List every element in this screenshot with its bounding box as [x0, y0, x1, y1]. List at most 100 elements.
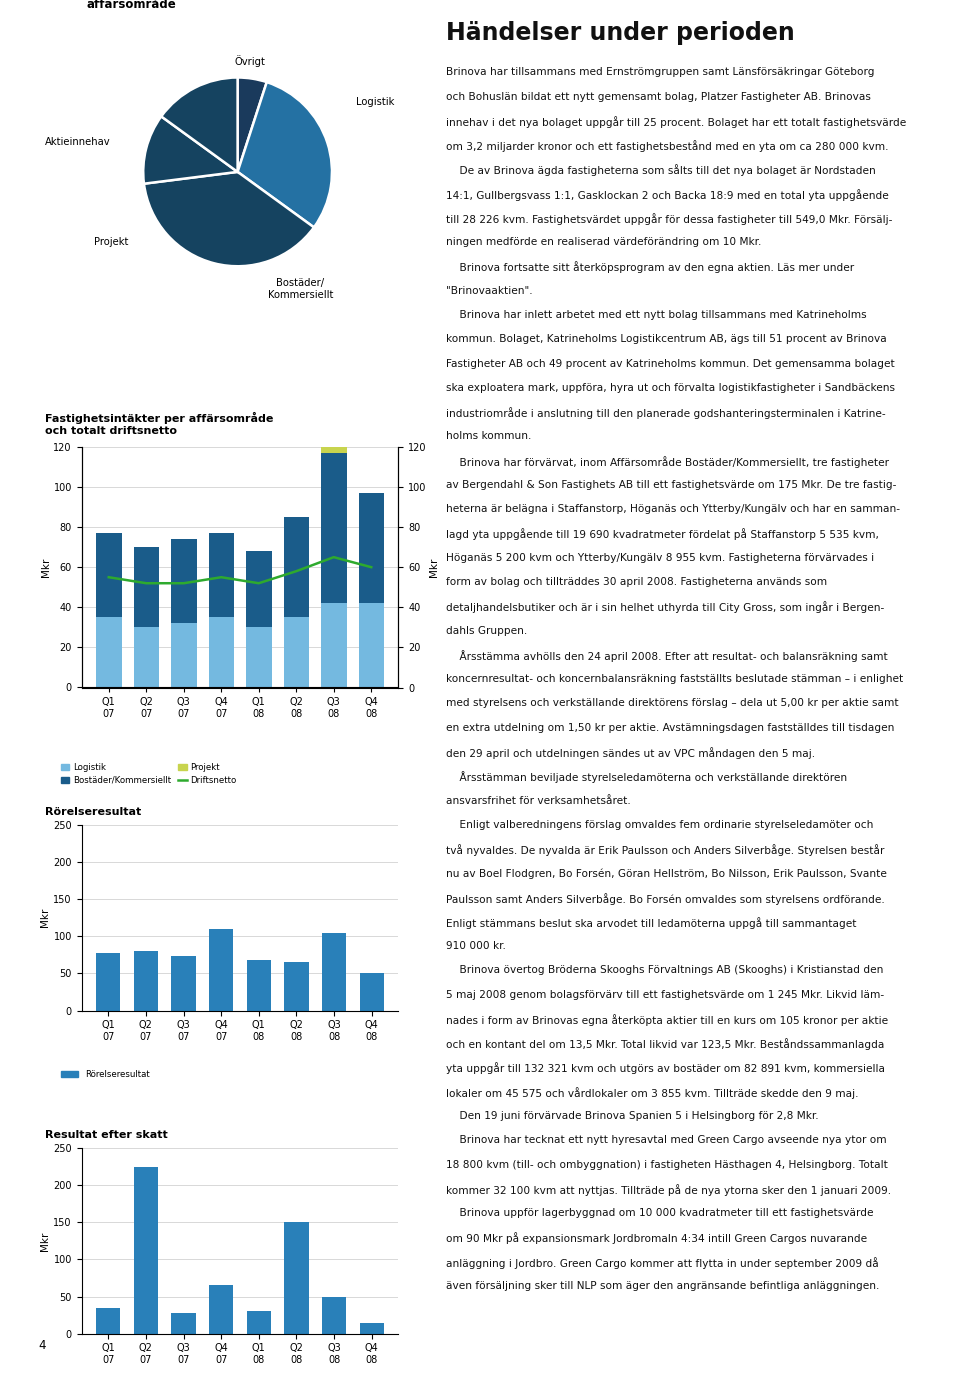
Text: holms kommun.: holms kommun. [446, 432, 532, 441]
Text: Enligt valberedningens förslag omvaldes fem ordinarie styrelseledamöter och: Enligt valberedningens förslag omvaldes … [446, 820, 874, 829]
Text: lagd yta uppgående till 19 690 kvadratmeter fördelat på Staffanstorp 5 535 kvm,: lagd yta uppgående till 19 690 kvadratme… [446, 528, 879, 540]
Text: industriområde i anslutning till den planerade godshanteringsterminalen i Katrin: industriområde i anslutning till den pla… [446, 407, 886, 419]
Text: anläggning i Jordbro. Green Cargo kommer att flytta in under september 2009 då: anläggning i Jordbro. Green Cargo kommer… [446, 1257, 879, 1269]
Text: dahls Gruppen.: dahls Gruppen. [446, 626, 528, 635]
Bar [322, 932, 347, 1011]
Bar [133, 547, 159, 627]
Bar [284, 1222, 309, 1334]
Bar [171, 539, 197, 623]
Y-axis label: Mkr: Mkr [40, 908, 51, 928]
Text: till 28 226 kvm. Fastighetsvärdet uppgår för dessa fastigheter till 549,0 Mkr. F: till 28 226 kvm. Fastighetsvärdet uppgår… [446, 213, 893, 226]
Text: Fördelning av tillgångar per
affärsområde: Fördelning av tillgångar per affärsområd… [86, 0, 272, 11]
Bar [358, 604, 384, 688]
Bar [96, 534, 122, 617]
Bar [283, 617, 309, 688]
Bar [246, 627, 272, 688]
Text: två nyvaldes. De nyvalda är Erik Paulsson och Anders Silverbåge. Styrelsen bestå: två nyvaldes. De nyvalda är Erik Paulsso… [446, 844, 885, 857]
Text: Logistik: Logistik [356, 96, 395, 107]
Text: detaljhandelsbutiker och är i sin helhet uthyrda till City Gross, som ingår i Be: detaljhandelsbutiker och är i sin helhet… [446, 601, 885, 613]
Y-axis label: Mkr: Mkr [429, 557, 440, 578]
Bar [96, 953, 120, 1011]
Text: De av Brinova ägda fastigheterna som sålts till det nya bolaget är Nordstaden: De av Brinova ägda fastigheterna som sål… [446, 165, 876, 176]
Wedge shape [161, 77, 238, 172]
Wedge shape [237, 77, 267, 172]
Text: Rörelseresultat: Rörelseresultat [45, 807, 141, 817]
Text: Årsstämma avhölls den 24 april 2008. Efter att resultat- och balansräkning samt: Årsstämma avhölls den 24 april 2008. Eft… [446, 650, 888, 661]
Text: av Bergendahl & Son Fastighets AB till ett fastighetsvärde om 175 Mkr. De tre fa: av Bergendahl & Son Fastighets AB till e… [446, 480, 897, 489]
Text: Resultat efter skatt: Resultat efter skatt [45, 1130, 168, 1140]
Text: och Bohuslän bildat ett nytt gemensamt bolag, Platzer Fastigheter AB. Brinovas: och Bohuslän bildat ett nytt gemensamt b… [446, 92, 872, 102]
Text: om 90 Mkr på expansionsmark Jordbromaln 4:34 intill Green Cargos nuvarande: om 90 Mkr på expansionsmark Jordbromaln … [446, 1232, 868, 1244]
Text: 4: 4 [38, 1339, 46, 1352]
Text: Brinova uppför lagerbyggnad om 10 000 kvadratmeter till ett fastighetsvärde: Brinova uppför lagerbyggnad om 10 000 kv… [446, 1209, 874, 1218]
Bar [247, 960, 271, 1011]
Text: "Brinovaaktien".: "Brinovaaktien". [446, 286, 533, 296]
Text: Brinova har förvärvat, inom Affärsområde Bostäder/Kommersiellt, tre fastigheter: Brinova har förvärvat, inom Affärsområde… [446, 455, 889, 468]
Bar [209, 930, 233, 1011]
Bar [171, 1313, 196, 1334]
Wedge shape [143, 117, 238, 184]
Bar [283, 517, 309, 617]
Bar [171, 623, 197, 688]
Text: heterna är belägna i Staffanstorp, Höganäs och Ytterby/Kungälv och har en samman: heterna är belägna i Staffanstorp, Högan… [446, 505, 900, 514]
Text: Fastighetsintäkter per affärsområde
och totalt driftsnetto: Fastighetsintäkter per affärsområde och … [45, 412, 274, 436]
Text: yta uppgår till 132 321 kvm och utgörs av bostäder om 82 891 kvm, kommersiella: yta uppgår till 132 321 kvm och utgörs a… [446, 1063, 885, 1074]
Bar [96, 617, 122, 688]
Text: en extra utdelning om 1,50 kr per aktie. Avstämningsdagen fastställdes till tisd: en extra utdelning om 1,50 kr per aktie.… [446, 723, 895, 733]
Text: och en kontant del om 13,5 Mkr. Total likvid var 123,5 Mkr. Beståndssammanlagda: och en kontant del om 13,5 Mkr. Total li… [446, 1038, 885, 1050]
Text: ningen medförde en realiserad värdeförändring om 10 Mkr.: ningen medförde en realiserad värdeförän… [446, 238, 762, 247]
Legend: Rörelseresultat: Rörelseresultat [58, 1067, 154, 1082]
Bar [321, 443, 347, 452]
Text: Fastigheter AB och 49 procent av Katrineholms kommun. Det gemensamma bolaget: Fastigheter AB och 49 procent av Katrine… [446, 359, 895, 368]
Text: 5 maj 2008 genom bolagsförvärv till ett fastighetsvärde om 1 245 Mkr. Likvid läm: 5 maj 2008 genom bolagsförvärv till ett … [446, 990, 884, 1000]
Text: 18 800 kvm (till- och ombyggnation) i fastigheten Hästhagen 4, Helsingborg. Tota: 18 800 kvm (till- och ombyggnation) i fa… [446, 1159, 888, 1170]
Text: Brinova fortsatte sitt återköpsprogram av den egna aktien. Läs mer under: Brinova fortsatte sitt återköpsprogram a… [446, 261, 854, 274]
Bar [171, 957, 196, 1011]
Text: Aktieinnehav: Aktieinnehav [45, 136, 110, 147]
Y-axis label: Mkr: Mkr [40, 1231, 51, 1251]
Bar [322, 1297, 347, 1334]
Text: Brinova har tillsammans med Ernströmgruppen samt Länsförsäkringar Göteborg: Brinova har tillsammans med Ernströmgrup… [446, 67, 875, 77]
Text: Händelser under perioden: Händelser under perioden [446, 21, 795, 44]
Bar [321, 604, 347, 688]
Text: ansvarsfrihet för verksamhetsåret.: ansvarsfrihet för verksamhetsåret. [446, 796, 631, 806]
Legend: Logistik, Bostäder/Kommersiellt, Projekt, Driftsnetto: Logistik, Bostäder/Kommersiellt, Projekt… [58, 759, 240, 788]
Bar [360, 974, 384, 1011]
Text: form av bolag och tillträddes 30 april 2008. Fastigheterna används som: form av bolag och tillträddes 30 april 2… [446, 578, 828, 587]
Text: Övrigt: Övrigt [234, 55, 265, 66]
Text: koncernresultat- och koncernbalansräkning fastställts beslutade stämman – i enli: koncernresultat- och koncernbalansräknin… [446, 674, 903, 685]
Text: 910 000 kr.: 910 000 kr. [446, 941, 506, 952]
Bar [133, 1166, 158, 1334]
Text: den 29 april och utdelningen sändes ut av VPC måndagen den 5 maj.: den 29 april och utdelningen sändes ut a… [446, 747, 816, 759]
Text: med styrelsens och verkställande direktörens förslag – dela ut 5,00 kr per aktie: med styrelsens och verkställande direktö… [446, 698, 899, 708]
Bar [209, 1286, 233, 1334]
Text: Projekt: Projekt [94, 236, 129, 247]
Text: ska exploatera mark, uppföra, hyra ut och förvalta logistikfastigheter i Sandbäc: ska exploatera mark, uppföra, hyra ut oc… [446, 382, 896, 393]
Y-axis label: Mkr: Mkr [40, 557, 51, 578]
Bar [208, 534, 234, 617]
Text: Brinova har inlett arbetet med ett nytt bolag tillsammans med Katrineholms: Brinova har inlett arbetet med ett nytt … [446, 309, 867, 320]
Bar [208, 617, 234, 688]
Text: lokaler om 45 575 och vårdlokaler om 3 855 kvm. Tillträde skedde den 9 maj.: lokaler om 45 575 och vårdlokaler om 3 8… [446, 1086, 859, 1099]
Bar [246, 551, 272, 627]
Text: nades i form av Brinovas egna återköpta aktier till en kurs om 105 kronor per ak: nades i form av Brinovas egna återköpta … [446, 1013, 889, 1026]
Text: Årsstämman beviljade styrelseledamöterna och verkställande direktören: Årsstämman beviljade styrelseledamöterna… [446, 771, 848, 784]
Text: kommer 32 100 kvm att nyttjas. Tillträde på de nya ytorna sker den 1 januari 200: kommer 32 100 kvm att nyttjas. Tillträde… [446, 1184, 892, 1196]
Text: om 3,2 miljarder kronor och ett fastighetsbestånd med en yta om ca 280 000 kvm.: om 3,2 miljarder kronor och ett fastighe… [446, 140, 889, 153]
Bar [284, 962, 309, 1011]
Bar [96, 1308, 120, 1334]
Wedge shape [144, 172, 314, 267]
Text: även försäljning sker till NLP som äger den angränsande befintliga anläggningen.: även försäljning sker till NLP som äger … [446, 1282, 879, 1291]
Bar [133, 627, 159, 688]
Text: Brinova har tecknat ett nytt hyresavtal med Green Cargo avseende nya ytor om: Brinova har tecknat ett nytt hyresavtal … [446, 1136, 887, 1145]
Text: Höganäs 5 200 kvm och Ytterby/Kungälv 8 955 kvm. Fastigheterna förvärvades i: Höganäs 5 200 kvm och Ytterby/Kungälv 8 … [446, 553, 875, 562]
Bar [360, 1323, 384, 1334]
Bar [358, 494, 384, 604]
Bar [133, 951, 158, 1011]
Bar [247, 1312, 271, 1334]
Text: 14:1, Gullbergsvass 1:1, Gasklockan 2 och Backa 18:9 med en total yta uppgående: 14:1, Gullbergsvass 1:1, Gasklockan 2 oc… [446, 188, 889, 201]
Text: Den 19 juni förvärvade Brinova Spanien 5 i Helsingborg för 2,8 Mkr.: Den 19 juni förvärvade Brinova Spanien 5… [446, 1111, 819, 1121]
Text: Brinova övertog Bröderna Skooghs Förvaltnings AB (Skooghs) i Kristianstad den: Brinova övertog Bröderna Skooghs Förvalt… [446, 965, 884, 975]
Wedge shape [238, 82, 332, 227]
Text: Enligt stämmans beslut ska arvodet till ledamöterna uppgå till sammantaget: Enligt stämmans beslut ska arvodet till … [446, 917, 857, 928]
